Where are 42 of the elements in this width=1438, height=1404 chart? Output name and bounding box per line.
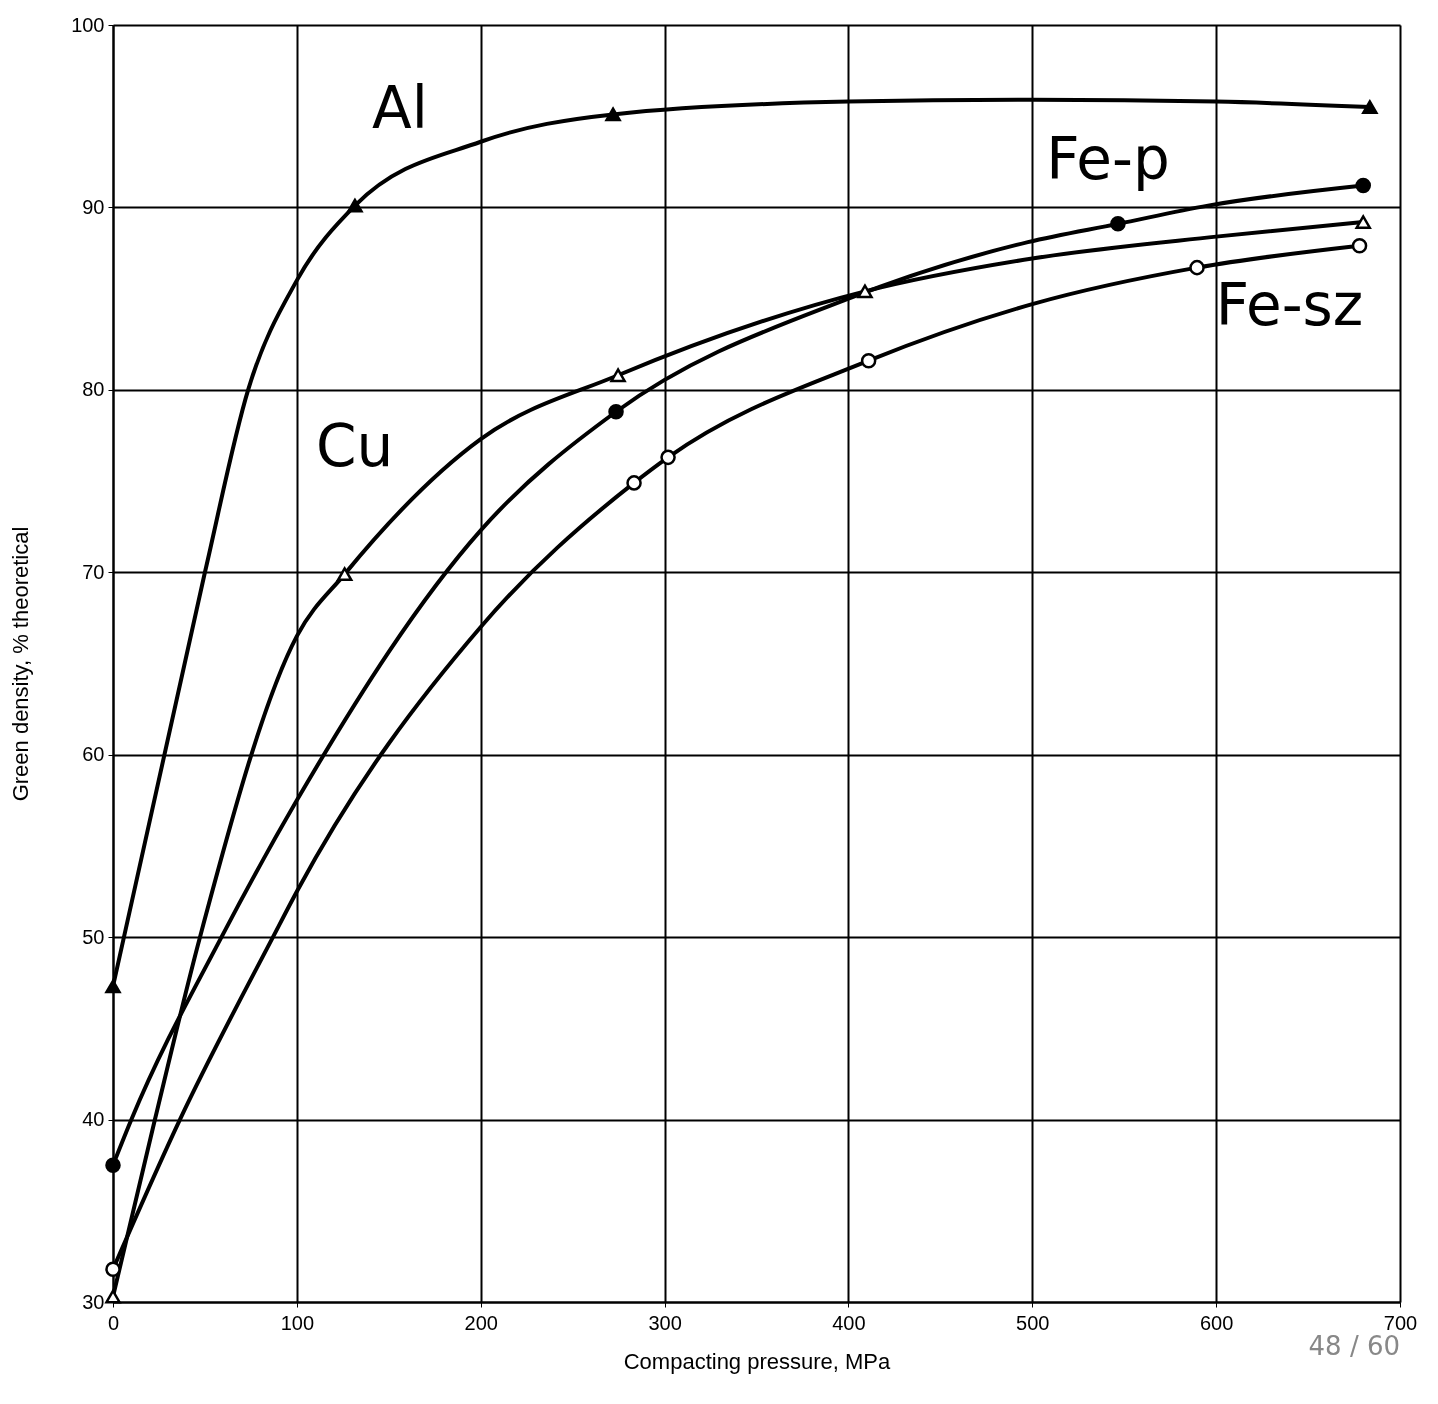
- point: [336, 567, 353, 582]
- x-tick-label: 300: [648, 1311, 682, 1334]
- point: [105, 1157, 121, 1173]
- series-label: Cu: [316, 412, 394, 481]
- point: [1110, 216, 1126, 232]
- x-tick-label: 100: [280, 1311, 315, 1334]
- point: [605, 107, 621, 122]
- point: [1351, 237, 1368, 254]
- point: [347, 198, 363, 213]
- x-tick-label: 500: [1016, 1311, 1050, 1334]
- y-tick-label: 40: [82, 1108, 105, 1131]
- point: [626, 475, 642, 491]
- point: [105, 1261, 121, 1277]
- x-axis-title: Compacting pressure, MPa: [623, 1348, 892, 1374]
- y-tick-label: 80: [82, 378, 105, 401]
- y-tick-label: 60: [82, 743, 105, 766]
- point: [1355, 177, 1371, 194]
- series-label: Al: [372, 73, 428, 142]
- y-tick-label: 100: [71, 13, 105, 36]
- y-axis-title: Green density, % theoretical: [8, 526, 34, 802]
- point: [860, 352, 877, 369]
- x-tick-label: 0: [107, 1311, 120, 1334]
- point: [1355, 215, 1371, 229]
- point: [660, 449, 676, 466]
- y-tick-label: 30: [82, 1290, 105, 1313]
- point: [105, 979, 121, 994]
- point: [608, 403, 624, 420]
- x-tick-label: 400: [832, 1311, 866, 1334]
- point: [1362, 100, 1378, 114]
- point: [1189, 259, 1205, 276]
- series-label: Fe-p: [1046, 124, 1170, 193]
- y-tick-label: 90: [82, 195, 105, 218]
- text: 48 / 60: [1308, 1331, 1400, 1361]
- x-tick-label: 600: [1199, 1311, 1234, 1334]
- y-tick-label: 70: [82, 560, 105, 583]
- point: [610, 368, 626, 383]
- series-label: Fe-sz: [1215, 270, 1364, 339]
- point: [857, 284, 873, 299]
- point: [105, 1289, 121, 1304]
- y-tick-label: 50: [82, 925, 105, 948]
- x-tick-label: 200: [464, 1311, 498, 1334]
- x-tick-label: 700: [1383, 1311, 1418, 1334]
